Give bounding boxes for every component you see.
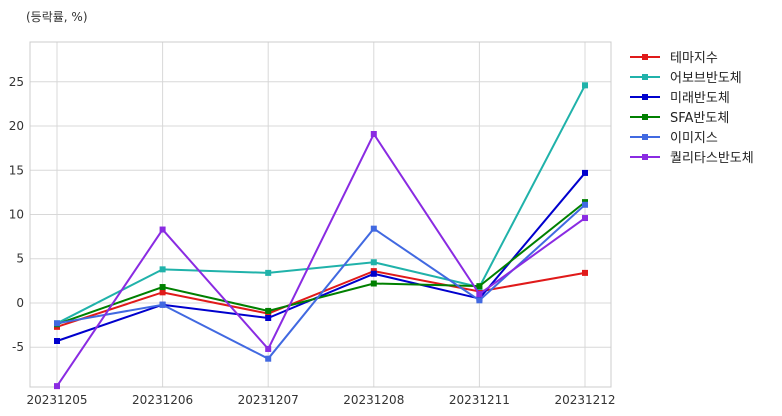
data-point xyxy=(54,320,60,327)
data-point xyxy=(159,284,166,291)
data-point xyxy=(159,301,166,308)
data-point xyxy=(54,383,60,390)
y-tick-label: 5 xyxy=(16,252,24,266)
series-lines xyxy=(54,82,588,390)
legend-item: 테마지수 xyxy=(630,51,718,66)
series-1 xyxy=(54,268,588,330)
legend-label: 어보브반도체 xyxy=(670,71,742,86)
legend-item: 퀄리타스반도체 xyxy=(630,151,754,166)
data-point xyxy=(159,226,166,233)
y-tick-label: 10 xyxy=(9,208,24,222)
x-tick-label: 20231208 xyxy=(343,393,404,407)
series-5 xyxy=(54,201,588,362)
legend-label: 퀄리타스반도체 xyxy=(670,151,754,166)
data-point xyxy=(159,289,166,296)
data-point xyxy=(159,266,166,273)
series-2 xyxy=(54,82,588,327)
series-4 xyxy=(54,199,588,328)
data-point xyxy=(265,345,272,352)
y-axis-ticks: -5 0 5 10 15 20 25 xyxy=(9,75,24,354)
legend-label: SFA반도체 xyxy=(670,111,729,126)
series-line xyxy=(56,204,586,360)
data-point xyxy=(476,283,483,290)
series-line xyxy=(56,84,586,325)
y-tick-label: 20 xyxy=(9,119,24,133)
data-point xyxy=(370,131,377,137)
x-tick-label: 20231207 xyxy=(238,393,299,407)
series-6 xyxy=(54,131,588,390)
x-tick-label: 20231206 xyxy=(132,393,193,407)
legend-item: 이미지스 xyxy=(630,131,718,146)
data-point xyxy=(476,297,483,304)
series-line xyxy=(56,201,586,326)
legend-marker xyxy=(642,54,648,60)
legend-item: 어보브반도체 xyxy=(630,71,742,86)
legend-label: 이미지스 xyxy=(670,131,718,146)
data-point xyxy=(370,259,377,266)
data-point xyxy=(265,355,272,362)
x-tick-label: 20231212 xyxy=(554,393,615,407)
data-point xyxy=(582,169,588,176)
legend-marker xyxy=(642,94,648,100)
data-point xyxy=(582,82,588,89)
data-point xyxy=(476,291,483,298)
y-tick-label: 15 xyxy=(9,163,24,177)
legend-marker xyxy=(642,134,648,140)
y-tick-label: 0 xyxy=(16,296,24,310)
series-3 xyxy=(54,169,588,344)
legend-item: SFA반도체 xyxy=(630,111,729,126)
data-point xyxy=(265,307,272,314)
y-tick-label: 25 xyxy=(9,75,24,89)
data-point xyxy=(582,201,588,208)
x-tick-label: 20231211 xyxy=(449,393,510,407)
y-tick-label: -5 xyxy=(12,340,24,354)
legend-marker xyxy=(642,74,648,80)
legend-label: 미래반도체 xyxy=(670,91,730,106)
data-point xyxy=(265,269,272,276)
data-point xyxy=(582,269,588,276)
series-line xyxy=(56,270,586,328)
unit-label: (등락률, %) xyxy=(26,10,88,24)
data-point xyxy=(370,280,377,287)
data-point xyxy=(265,315,272,321)
data-point xyxy=(370,225,377,232)
legend-marker xyxy=(642,114,648,120)
x-axis-ticks: 20231205 20231206 20231207 20231208 20231211… xyxy=(26,393,615,407)
legend-item: 미래반도체 xyxy=(630,91,730,106)
series-line xyxy=(56,172,586,342)
legend-marker xyxy=(642,154,648,160)
data-point xyxy=(582,215,588,222)
data-point xyxy=(370,270,377,277)
legend-label: 테마지수 xyxy=(670,51,718,66)
grid xyxy=(30,42,611,387)
data-point xyxy=(54,338,60,344)
x-tick-label: 20231205 xyxy=(26,393,87,407)
plot-frame xyxy=(29,41,612,388)
series-line xyxy=(56,131,586,387)
